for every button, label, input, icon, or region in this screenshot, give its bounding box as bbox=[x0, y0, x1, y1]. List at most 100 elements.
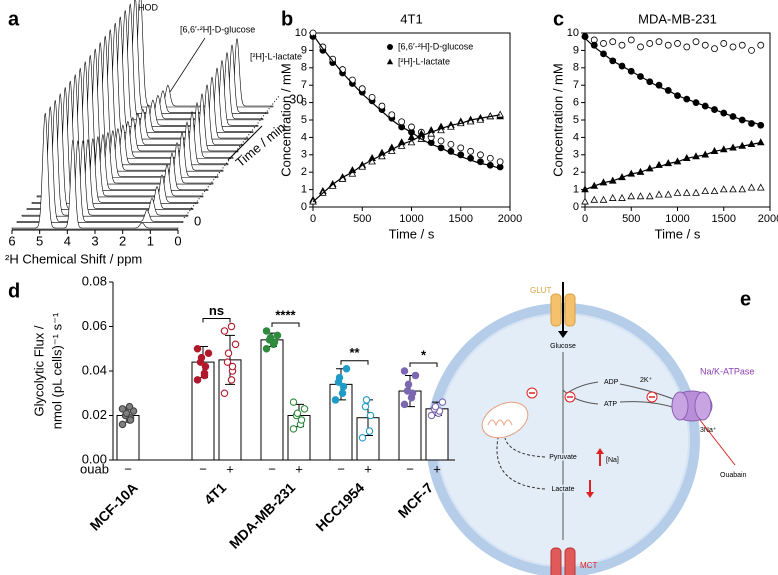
mitochondrion bbox=[487, 419, 513, 427]
treatment-title: ouab bbox=[80, 461, 109, 476]
treatment-label: + bbox=[433, 461, 441, 476]
data-point bbox=[701, 187, 710, 195]
data-point bbox=[655, 38, 663, 46]
data-point bbox=[223, 358, 232, 366]
y-tick-label: 1 bbox=[573, 184, 579, 196]
na-k-pump bbox=[671, 391, 689, 421]
x-tick-label: 0 bbox=[174, 233, 181, 248]
k-label: 2K⁺ bbox=[640, 377, 653, 384]
glucose-label: Glucose bbox=[550, 343, 576, 350]
x-tick-label: 500 bbox=[353, 213, 371, 225]
data-point bbox=[738, 185, 747, 193]
data-point bbox=[590, 41, 598, 49]
data-point bbox=[297, 416, 306, 424]
y-axis-label: Concentration / mM bbox=[278, 63, 293, 176]
peak-label: [6,6′-²H]-D-glucose bbox=[180, 24, 255, 34]
data-point bbox=[581, 197, 589, 205]
sig-label: ns bbox=[209, 303, 224, 318]
data-point bbox=[467, 147, 475, 155]
data-point bbox=[331, 396, 340, 404]
data-point bbox=[618, 193, 626, 201]
y-tick-label: 3 bbox=[573, 149, 579, 161]
data-point bbox=[692, 38, 700, 46]
data-point bbox=[618, 41, 626, 49]
y-axis-label: Concentration / mM bbox=[550, 63, 565, 176]
y-tick-label: 0 bbox=[573, 201, 579, 213]
x-tick-label: 0 bbox=[582, 213, 588, 225]
treatment-label: − bbox=[406, 461, 414, 476]
z-arrow bbox=[227, 125, 263, 161]
data-point bbox=[365, 427, 374, 435]
data-point bbox=[220, 327, 229, 335]
glut-channel bbox=[564, 293, 576, 327]
data-point bbox=[388, 111, 396, 119]
data-point bbox=[608, 193, 617, 201]
y-tick-label: 5 bbox=[301, 114, 307, 126]
sig-label: ** bbox=[349, 345, 360, 360]
mct-label: MCT bbox=[580, 561, 597, 570]
data-point bbox=[710, 187, 719, 195]
y-tick-label: 7 bbox=[573, 79, 579, 91]
peak-label: HOD bbox=[138, 2, 159, 12]
y-tick-label: 0.02 bbox=[82, 407, 107, 422]
panel-letter: d bbox=[8, 280, 20, 302]
group-label: 4T1 bbox=[201, 479, 230, 508]
data-point bbox=[600, 40, 607, 47]
data-point bbox=[496, 110, 504, 118]
y-tick-label: 8 bbox=[573, 62, 579, 74]
y-tick-label: 0.00 bbox=[82, 451, 107, 466]
y-tick-label: 8 bbox=[301, 62, 307, 74]
data-point bbox=[289, 425, 298, 433]
data-point bbox=[729, 185, 737, 193]
na-label: [Na] bbox=[606, 457, 619, 464]
y-tick-label: 7 bbox=[301, 79, 307, 91]
legend-label: [6,6′-²H]-D-glucose bbox=[398, 41, 473, 51]
data-point bbox=[228, 362, 237, 371]
arrow-head bbox=[596, 448, 604, 454]
y-tick-label: 3 bbox=[301, 149, 307, 161]
data-point bbox=[309, 29, 317, 37]
y-tick-label: 2 bbox=[573, 166, 579, 178]
fit-line bbox=[584, 37, 761, 126]
data-point bbox=[637, 43, 644, 51]
panel-letter: c bbox=[553, 8, 564, 30]
data-point bbox=[581, 33, 589, 40]
data-point bbox=[590, 195, 599, 203]
data-point bbox=[646, 40, 654, 47]
group-label: MCF-7 bbox=[395, 479, 437, 521]
data-point bbox=[200, 371, 209, 380]
group-label: MCF-10A bbox=[87, 479, 141, 533]
data-point bbox=[748, 47, 755, 54]
data-point bbox=[378, 102, 386, 110]
data-point bbox=[262, 344, 271, 353]
data-point bbox=[193, 344, 202, 353]
glycolysis-diagram: e GLUT Glucose ADP ATP 2K⁺ Na/K-ATPase 3… bbox=[426, 282, 754, 575]
glut-label: GLUT bbox=[530, 286, 551, 295]
x-axis-label: Time / s bbox=[655, 226, 701, 241]
data-point bbox=[674, 40, 681, 47]
x-tick-label: 1 bbox=[147, 233, 154, 248]
data-point bbox=[224, 349, 233, 357]
data-point bbox=[227, 322, 236, 331]
sig-label: * bbox=[421, 347, 427, 362]
x-tick-label: 6 bbox=[8, 233, 15, 248]
y-tick-label: 5 bbox=[573, 114, 579, 126]
data-point bbox=[609, 38, 617, 46]
data-point bbox=[719, 185, 728, 193]
data-point bbox=[664, 41, 672, 49]
data-point bbox=[300, 405, 309, 413]
data-point bbox=[738, 41, 746, 49]
z-tick-label: 30 bbox=[289, 91, 303, 106]
panel-letter: b bbox=[281, 8, 293, 30]
data-point bbox=[201, 362, 210, 371]
arrow-head bbox=[586, 492, 594, 498]
leader bbox=[169, 37, 206, 93]
data-point bbox=[358, 433, 367, 442]
data-point bbox=[366, 411, 375, 420]
data-point bbox=[599, 195, 608, 203]
data-point bbox=[118, 405, 127, 413]
treatment-label: + bbox=[295, 461, 303, 476]
y-tick-label: 1 bbox=[301, 184, 307, 196]
treatment-label: − bbox=[268, 461, 276, 476]
